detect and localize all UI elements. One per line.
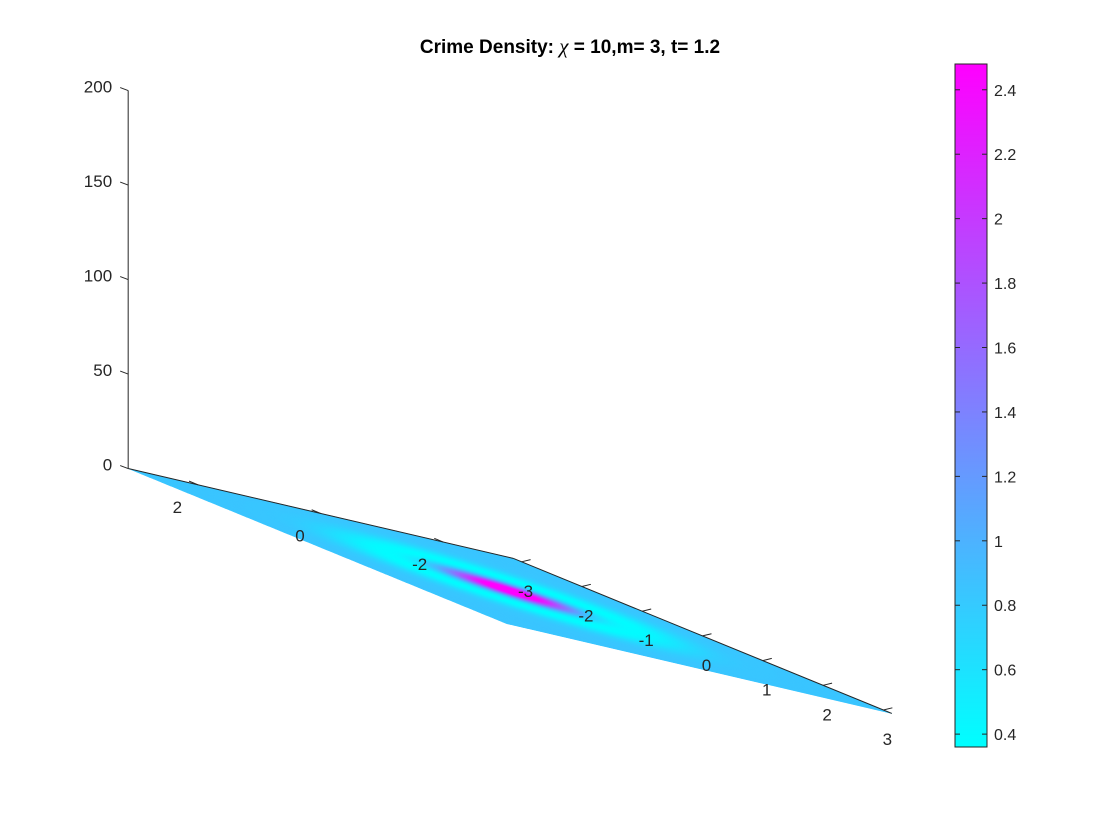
chart-title-symbol: χ xyxy=(559,34,569,58)
chart-title: Crime Density: χ = 10,m= 3, t= 1.2 xyxy=(200,34,940,59)
surface-plot xyxy=(128,468,892,714)
chart-title-suffix: = 10,m= 3, t= 1.2 xyxy=(568,37,721,58)
chart-title-prefix: Crime Density: xyxy=(419,37,560,58)
